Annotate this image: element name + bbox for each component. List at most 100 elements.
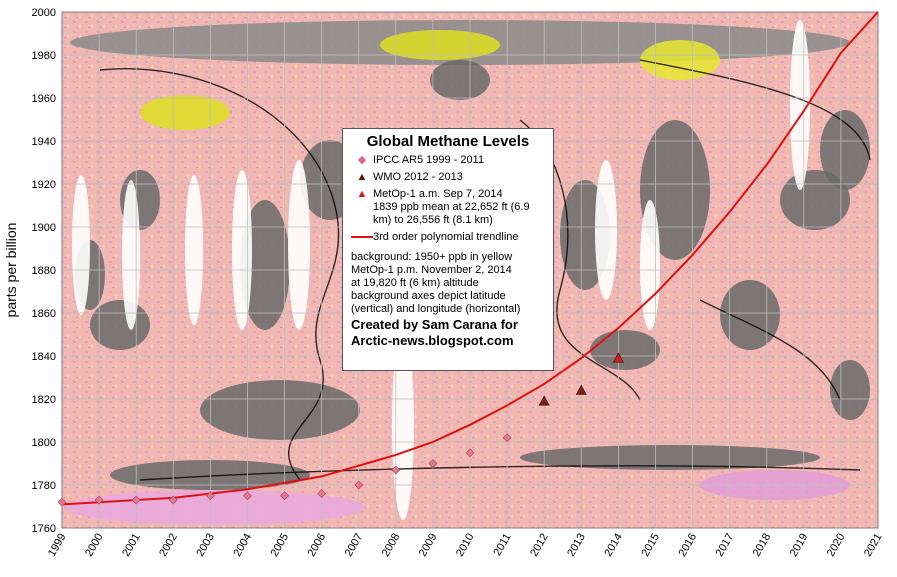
y-tick-label: 1880 <box>32 265 56 277</box>
ipcc-point <box>465 448 475 458</box>
y-tick-label: 1900 <box>32 222 56 234</box>
legend-label: WMO 2012 - 2013 <box>373 171 463 183</box>
legend-item-metop: ▲ MetOp-1 a.m. Sep 7, 2014 <box>351 188 545 201</box>
x-tick-label: 2011 <box>491 532 513 558</box>
y-axis-ticks: 1760 1780 1800 1820 1840 1860 1880 1900 1920 1940… <box>32 7 56 535</box>
x-tick-label: 2005 <box>269 532 292 559</box>
y-tick-label: 1760 <box>32 523 56 535</box>
legend-label: 3rd order polynomial trendline <box>373 231 519 243</box>
map-region <box>430 60 490 100</box>
x-tick-label: 2007 <box>343 532 366 559</box>
trendline-path <box>61 11 879 506</box>
legend-label: IPCC AR5 1999 - 2011 <box>373 154 485 166</box>
x-tick-label: 2019 <box>788 532 811 559</box>
legend-title: Global Methane Levels <box>366 133 530 150</box>
x-tick-label: 2013 <box>565 532 588 559</box>
credit-line: Arctic-news.blogspot.com <box>351 333 514 348</box>
map-region <box>720 280 780 350</box>
data-points <box>57 352 624 507</box>
background-note: background: 1950+ ppb in yellow MetOp-1 … <box>351 251 545 316</box>
background-note-line: background axes depict latitude (vertica… <box>351 290 521 315</box>
x-tick-label: 1999 <box>46 532 69 559</box>
triangle-marker-icon: ▲ <box>356 188 368 200</box>
map-region <box>380 30 500 60</box>
map-region <box>640 40 720 80</box>
legend-box: Global Methane Levels ◆ IPCC AR5 1999 - … <box>342 128 554 371</box>
data-gap <box>288 160 310 330</box>
y-tick-label: 1820 <box>32 394 56 406</box>
x-tick-label: 2003 <box>194 532 217 559</box>
data-gap <box>595 160 617 300</box>
ipcc-point <box>243 491 252 501</box>
y-tick-label: 1780 <box>32 480 56 492</box>
ipcc-point <box>317 489 327 499</box>
background-note-line: at 19,820 ft (6 km) altitude <box>351 277 479 289</box>
map-region <box>140 95 230 130</box>
diamond-marker-icon: ◆ <box>357 154 367 166</box>
ipcc-point <box>502 433 512 443</box>
x-tick-label: 2020 <box>825 532 848 559</box>
coastline <box>99 59 871 481</box>
x-tick-label: 2010 <box>454 532 477 559</box>
x-tick-label: 2004 <box>231 532 254 559</box>
ipcc-point <box>354 480 364 490</box>
map-region <box>65 490 365 525</box>
x-tick-label: 2002 <box>157 532 180 559</box>
ipcc-point <box>428 459 438 468</box>
legend-item-trendline: 3rd order polynomial trendline <box>351 231 545 245</box>
map-region <box>590 330 660 370</box>
ipcc-point <box>205 491 215 501</box>
ipcc-point <box>391 465 401 475</box>
x-tick-label: 2017 <box>714 532 737 559</box>
x-tick-label: 2014 <box>602 532 625 559</box>
data-gap <box>185 175 203 325</box>
ipcc-point <box>131 495 141 505</box>
map-region <box>830 360 870 420</box>
y-tick-label: 1860 <box>32 308 56 320</box>
data-gap <box>122 180 140 330</box>
map-region <box>820 110 870 190</box>
data-gap <box>232 170 252 330</box>
x-tick-label: 2008 <box>380 532 403 559</box>
x-tick-label: 2016 <box>677 532 700 559</box>
background-note-line: MetOp-1 p.m. November 2, 2014 <box>351 264 512 276</box>
y-tick-label: 2000 <box>32 7 56 19</box>
x-tick-label: 2000 <box>83 532 106 559</box>
legend-item-wmo: ▲ WMO 2012 - 2013 <box>351 171 545 184</box>
ipcc-point <box>57 497 67 507</box>
y-tick-label: 1840 <box>32 351 56 363</box>
trendline <box>61 11 879 506</box>
line-marker-icon <box>351 231 373 245</box>
plot-frame <box>61 11 879 529</box>
metop-detail: 1839 ppb mean at 22,652 ft (6.9 km) to 2… <box>373 201 530 226</box>
legend-item-ipcc: ◆ IPCC AR5 1999 - 2011 <box>351 154 545 167</box>
x-tick-label: 2015 <box>639 532 662 559</box>
y-tick-label: 1920 <box>32 179 56 191</box>
x-tick-label: 2012 <box>528 532 551 559</box>
x-tick-label: 2021 <box>862 532 885 559</box>
map-region <box>200 380 360 440</box>
y-tick-label: 1980 <box>32 50 56 62</box>
x-tick-label: 2006 <box>306 532 329 559</box>
legend-label: MetOp-1 a.m. Sep 7, 2014 <box>373 188 503 200</box>
y-tick-label: 1960 <box>32 93 56 105</box>
data-gap <box>72 175 90 315</box>
y-tick-label: 1940 <box>32 136 56 148</box>
credit-line: Created by Sam Carana for <box>351 317 518 332</box>
triangle-point <box>575 384 587 395</box>
x-tick-label: 2009 <box>417 532 440 559</box>
map-region <box>240 200 290 330</box>
triangle-point <box>538 395 550 406</box>
triangle-marker-icon: ▲ <box>356 171 368 183</box>
ipcc-point <box>168 495 178 505</box>
y-tick-label: 1800 <box>32 437 56 449</box>
map-region <box>520 445 820 470</box>
y-axis-label: parts per billion <box>3 223 19 318</box>
background-note-line: background: 1950+ ppb in yellow <box>351 251 513 263</box>
ipcc-point <box>280 491 289 501</box>
triangle-point <box>612 352 624 363</box>
ipcc-point <box>94 495 104 505</box>
x-axis-ticks: 1999 2000 2001 2002 2003 2004 2005 2006 2007 2008… <box>46 532 885 559</box>
data-gap <box>790 20 810 190</box>
